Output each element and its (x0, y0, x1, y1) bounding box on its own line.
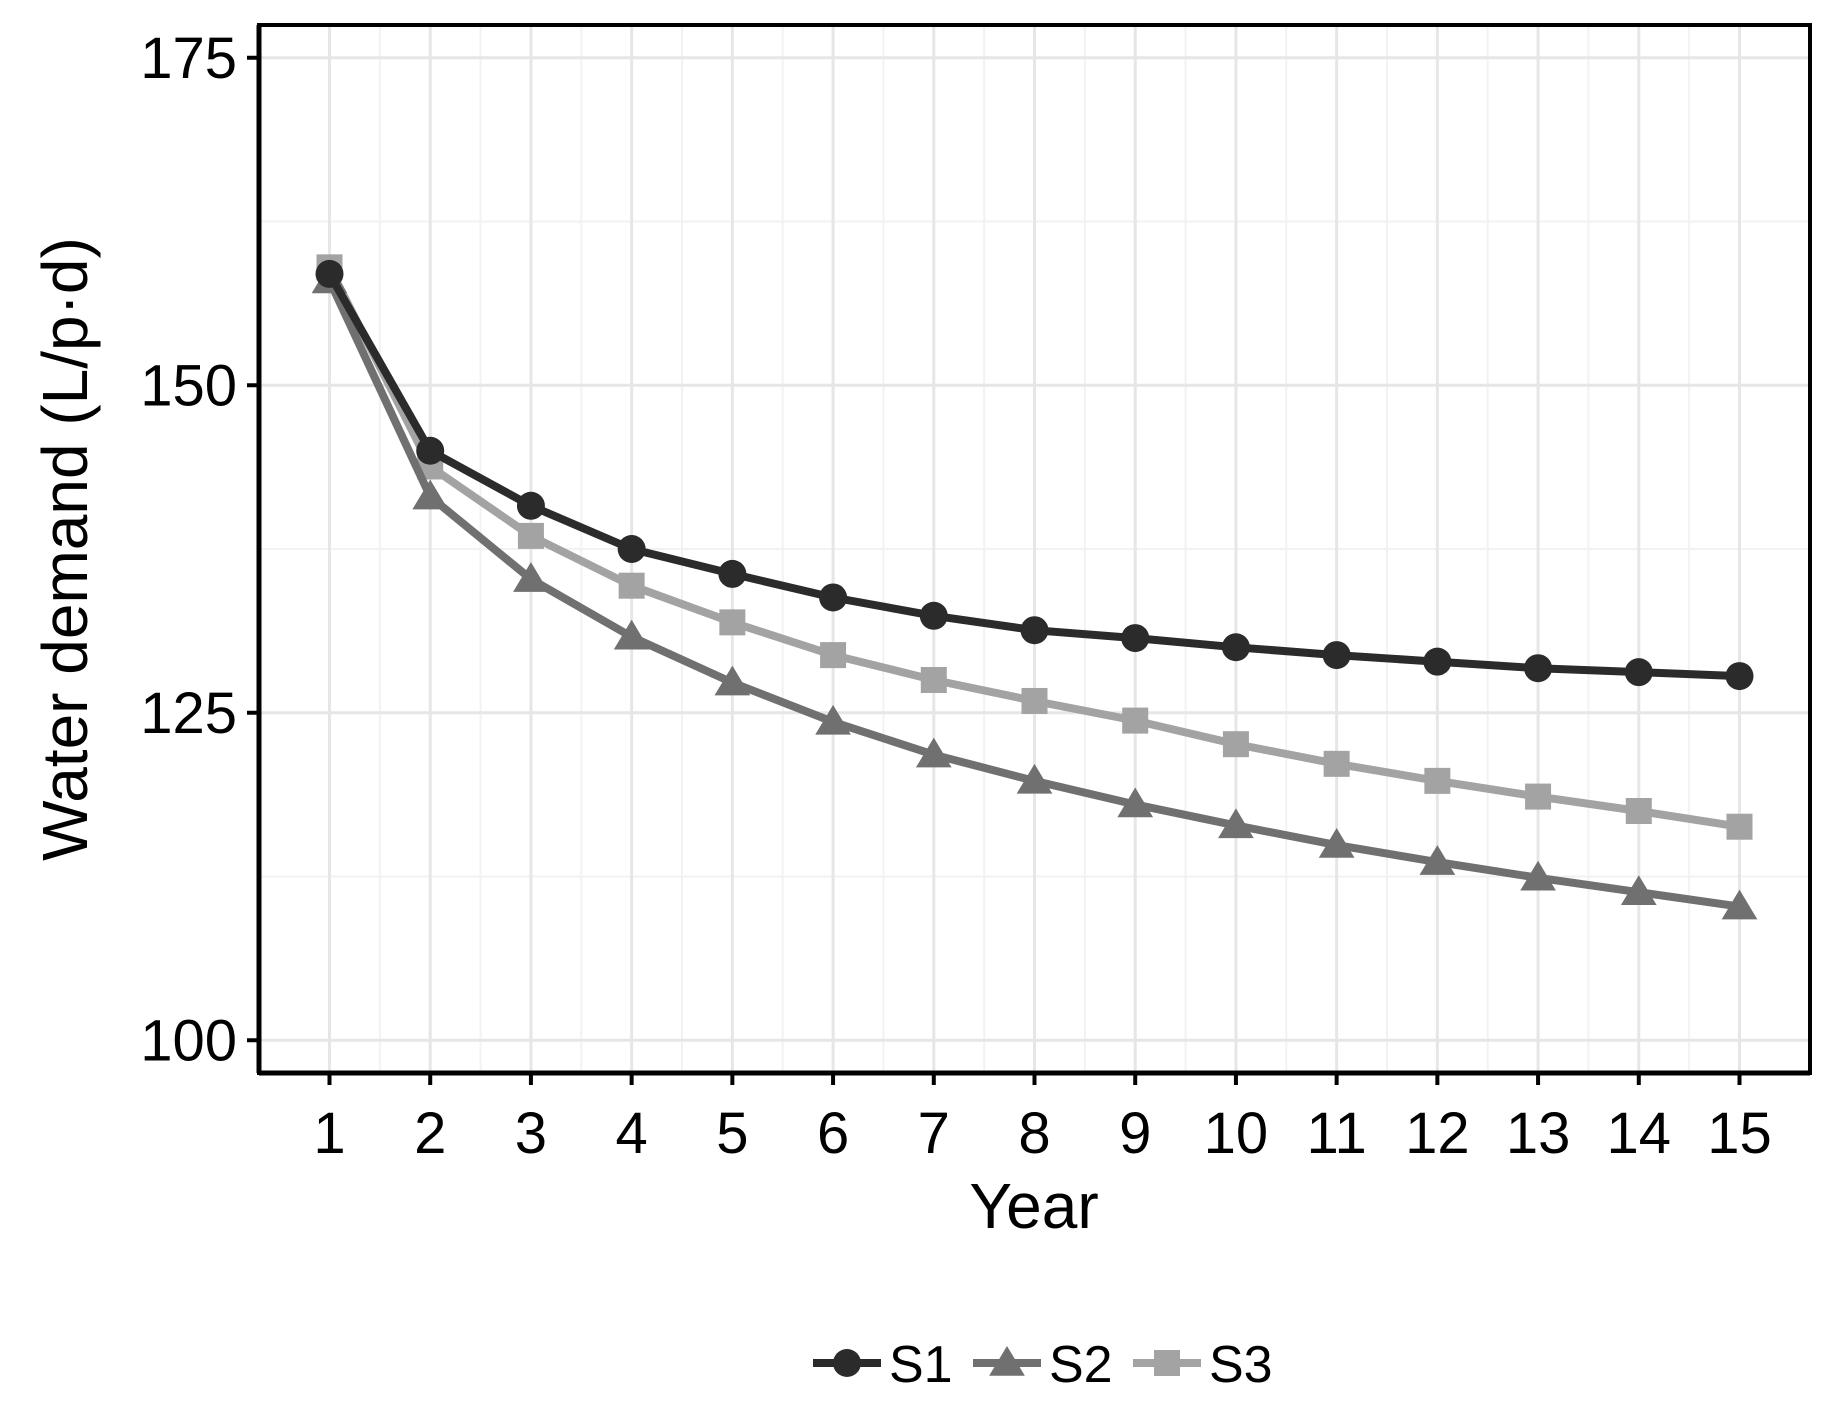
data-point-s1 (919, 601, 948, 630)
legend-label-s3: S3 (1209, 1336, 1273, 1394)
x-tick-label: 3 (515, 1101, 547, 1166)
x-tick-label: 5 (716, 1101, 748, 1166)
series-s3 (316, 254, 1753, 840)
data-point-s3 (1625, 798, 1652, 824)
data-point-s1 (819, 583, 848, 612)
data-point-s2 (1117, 787, 1154, 818)
x-tick-label: 9 (1119, 1101, 1151, 1166)
series-s2 (311, 263, 1758, 920)
data-point-s2 (1620, 875, 1657, 905)
data-point-s1 (617, 535, 646, 563)
data-point-s1 (1020, 616, 1049, 645)
data-point-s2 (714, 665, 751, 696)
y-tick-label: 175 (140, 26, 237, 91)
x-axis-ticks: 1 2 3 4 5 6 7 8 9 10 11 12 13 14 15 (313, 1073, 1772, 1166)
x-tick-label: 13 (1506, 1101, 1571, 1166)
legend-item-s2: S2 (973, 1336, 1113, 1394)
data-point-s1 (1322, 641, 1351, 670)
x-tick-label: 7 (918, 1101, 950, 1166)
x-tick-label: 12 (1405, 1101, 1470, 1166)
data-point-s3 (1525, 783, 1552, 810)
x-tick-label: 15 (1707, 1101, 1772, 1166)
legend-label-s2: S2 (1049, 1336, 1113, 1394)
data-point-s3 (1021, 687, 1048, 714)
data-point-s2 (1419, 845, 1456, 875)
legend-marker-s2 (989, 1346, 1025, 1376)
data-point-s2 (1016, 763, 1053, 794)
x-tick-label: 8 (1018, 1101, 1050, 1166)
x-tick-label: 14 (1607, 1101, 1672, 1166)
x-tick-label: 1 (313, 1101, 345, 1166)
data-point-s1 (1121, 624, 1150, 653)
y-axis-ticks: 100 125 150 175 (140, 26, 259, 1073)
data-point-s3 (517, 522, 544, 549)
legend-label-s1: S1 (889, 1336, 953, 1394)
legend-item-s3: S3 (1133, 1336, 1273, 1394)
x-axis-title: Year (969, 1170, 1098, 1242)
data-point-s3 (1726, 813, 1753, 840)
data-point-s1 (1423, 647, 1452, 676)
data-point-s3 (719, 609, 746, 636)
data-point-s2 (412, 479, 449, 510)
data-point-s2 (1520, 860, 1556, 891)
x-tick-label: 2 (414, 1101, 446, 1166)
data-point-s2 (613, 619, 650, 650)
data-point-s2 (815, 704, 851, 735)
data-point-s1 (516, 491, 545, 520)
x-tick-label: 11 (1307, 1101, 1367, 1166)
legend: S1 S2 S3 (813, 1336, 1273, 1394)
legend-item-s1: S1 (813, 1336, 953, 1394)
data-point-s3 (920, 667, 947, 693)
data-point-s1 (1524, 654, 1553, 683)
data-point-s3 (1122, 707, 1149, 734)
x-tick-label: 4 (616, 1101, 648, 1166)
y-tick-label: 100 (140, 1008, 237, 1073)
data-point-s2 (1721, 889, 1758, 920)
data-point-s1 (1725, 662, 1754, 691)
x-tick-label: 10 (1204, 1101, 1269, 1166)
legend-marker-s3 (1154, 1350, 1180, 1376)
data-point-s1 (315, 259, 344, 288)
legend-marker-s1 (833, 1349, 861, 1377)
data-point-s3 (1222, 731, 1249, 758)
data-point-s2 (1218, 808, 1254, 839)
data-point-s1 (1221, 633, 1250, 662)
data-point-s1 (1624, 658, 1653, 687)
series-layer (311, 254, 1758, 920)
y-axis-title: Water demand (L/p·d) (29, 237, 101, 861)
data-point-s3 (1424, 767, 1451, 794)
series-s1 (315, 259, 1754, 691)
data-point-s3 (1323, 750, 1350, 777)
data-point-s1 (718, 559, 747, 588)
y-tick-label: 150 (140, 353, 237, 418)
data-point-s3 (820, 642, 847, 669)
y-tick-label: 125 (140, 681, 237, 746)
data-point-s2 (513, 562, 549, 592)
data-point-s3 (618, 572, 645, 599)
data-point-s2 (1318, 828, 1355, 858)
x-tick-label: 6 (817, 1101, 849, 1166)
data-point-s2 (915, 737, 952, 768)
data-point-s1 (416, 436, 445, 465)
